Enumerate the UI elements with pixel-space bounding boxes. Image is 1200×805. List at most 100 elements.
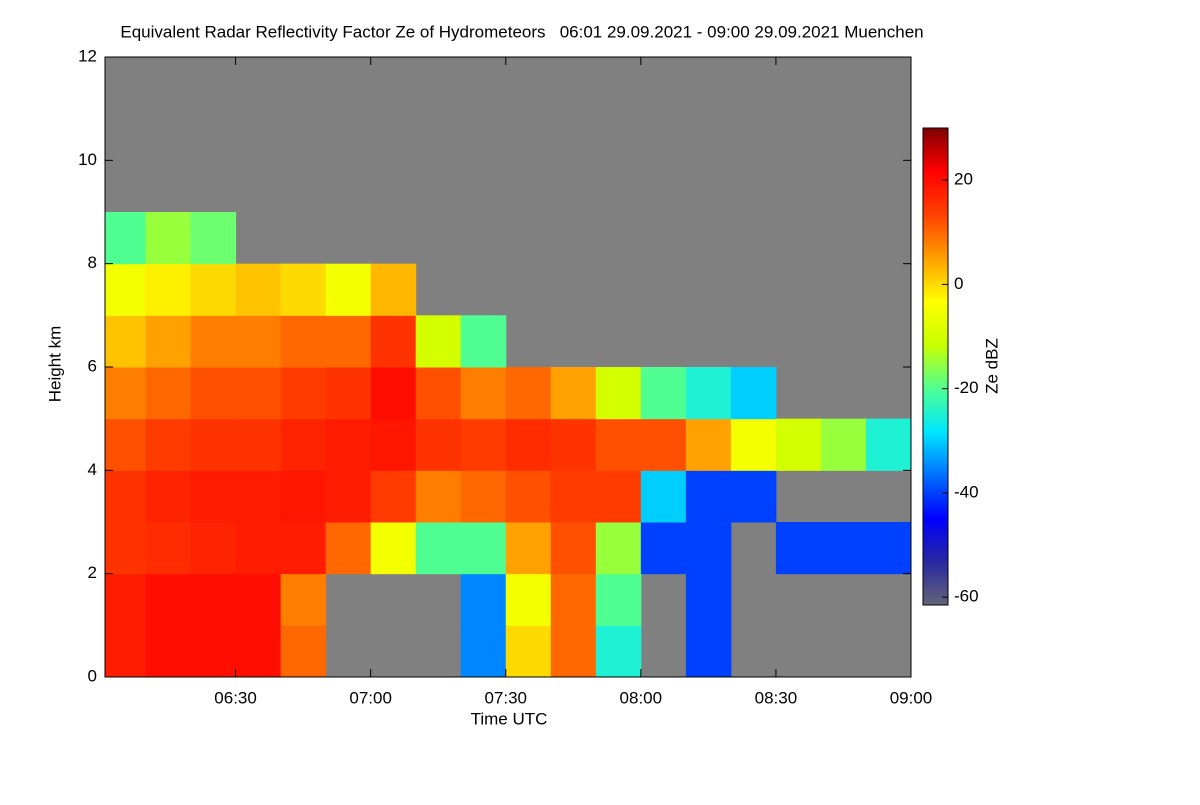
heatmap-cell [685, 573, 732, 626]
heatmap-cell [865, 522, 912, 575]
heatmap-cell [145, 573, 192, 626]
heatmap-cell [550, 522, 597, 575]
heatmap-cell [415, 470, 462, 523]
heatmap-cell [325, 418, 372, 471]
heatmap-cell [145, 418, 192, 471]
heatmap-cell [640, 522, 687, 575]
heatmap-cell [505, 470, 552, 523]
x-tick-label: 08:00 [620, 688, 663, 707]
heatmap-cell [105, 625, 147, 678]
heatmap-cell [685, 367, 732, 420]
heatmap-cell [105, 263, 147, 316]
heatmap-cell [325, 470, 372, 523]
heatmap-cell [145, 263, 192, 316]
colorbar-tick-label: 0 [954, 274, 963, 293]
heatmap-cell [595, 625, 642, 678]
heatmap-cell [730, 418, 777, 471]
heatmap-cell [595, 470, 642, 523]
heatmap-cell [280, 470, 327, 523]
heatmap-cell [460, 315, 507, 368]
heatmap-cell [550, 625, 597, 678]
heatmap-cell [550, 573, 597, 626]
heatmap-cell [325, 522, 372, 575]
heatmap-cell [640, 418, 687, 471]
heatmap-cell [685, 418, 732, 471]
heatmap-cell [595, 418, 642, 471]
colorbar [922, 127, 949, 606]
x-axis-label: Time UTC [471, 709, 548, 728]
heatmap-cell [145, 625, 192, 678]
heatmap-cell [370, 315, 417, 368]
y-tick-label: 4 [88, 460, 97, 479]
heatmap-cell [235, 470, 282, 523]
heatmap-cell [280, 315, 327, 368]
colorbar-tick-label: 20 [954, 170, 973, 189]
heatmap-cell [280, 625, 327, 678]
colorbar-label: Ze dBZ [982, 338, 1001, 394]
heatmap-cell [550, 418, 597, 471]
heatmap-cell [190, 263, 237, 316]
heatmap-cell [280, 263, 327, 316]
heatmap-cell [460, 625, 507, 678]
y-tick-label: 10 [78, 150, 97, 169]
heatmap-cell [640, 470, 687, 523]
y-tick-label: 6 [88, 356, 97, 375]
x-tick-label: 06:30 [214, 688, 257, 707]
heatmap-cell [505, 625, 552, 678]
heatmap-cell [190, 470, 237, 523]
heatmap-cell [550, 470, 597, 523]
heatmap-cell [460, 573, 507, 626]
heatmap-cell [145, 470, 192, 523]
heatmap-cell [235, 315, 282, 368]
heatmap-cell [280, 418, 327, 471]
heatmap-cell [460, 418, 507, 471]
heatmap-cell [190, 625, 237, 678]
heatmap-cell [105, 522, 147, 575]
heatmap-cell [415, 522, 462, 575]
heatmap-cell [505, 367, 552, 420]
heatmap-cell [370, 367, 417, 420]
heatmap-cell [190, 522, 237, 575]
colorbar-tick-label: -20 [954, 378, 979, 397]
heatmap-cell [505, 573, 552, 626]
heatmap-cell [235, 418, 282, 471]
heatmap-cell [370, 418, 417, 471]
heatmap-cell [775, 418, 822, 471]
heatmap-cell [685, 625, 732, 678]
y-tick-label: 8 [88, 253, 97, 272]
heatmap-cell [460, 367, 507, 420]
heatmap-cell [145, 212, 192, 265]
heatmap-cell [550, 367, 597, 420]
heatmap-cell [235, 263, 282, 316]
y-tick-label: 12 [78, 46, 97, 65]
heatmap-cell [505, 522, 552, 575]
heatmap-cell [235, 573, 282, 626]
heatmap-cell [595, 573, 642, 626]
heatmap-cell [685, 470, 732, 523]
heatmap-cell [105, 470, 147, 523]
x-tick-label: 07:00 [349, 688, 392, 707]
heatmap-cell [415, 418, 462, 471]
heatmap-cell [370, 263, 417, 316]
x-tick-label: 09:00 [890, 688, 933, 707]
y-tick-label: 0 [88, 666, 97, 685]
heatmap-cell [325, 367, 372, 420]
heatmap-cell [730, 470, 777, 523]
heatmap-cell [415, 315, 462, 368]
heatmap-cell [595, 367, 642, 420]
heatmap-cell [190, 367, 237, 420]
heatmap-cell [105, 573, 147, 626]
heatmap-cell [235, 522, 282, 575]
heatmap-cell [730, 367, 777, 420]
heatmap-cell [685, 522, 732, 575]
heatmap-cell [280, 573, 327, 626]
y-tick-label: 2 [88, 563, 97, 582]
heatmap-cell [145, 522, 192, 575]
heatmap-cell [820, 418, 867, 471]
heatmap-cell [145, 315, 192, 368]
heatmap-cell [460, 470, 507, 523]
heatmap-cell [105, 315, 147, 368]
heatmap-cell [280, 522, 327, 575]
x-tick-label: 08:30 [755, 688, 798, 707]
